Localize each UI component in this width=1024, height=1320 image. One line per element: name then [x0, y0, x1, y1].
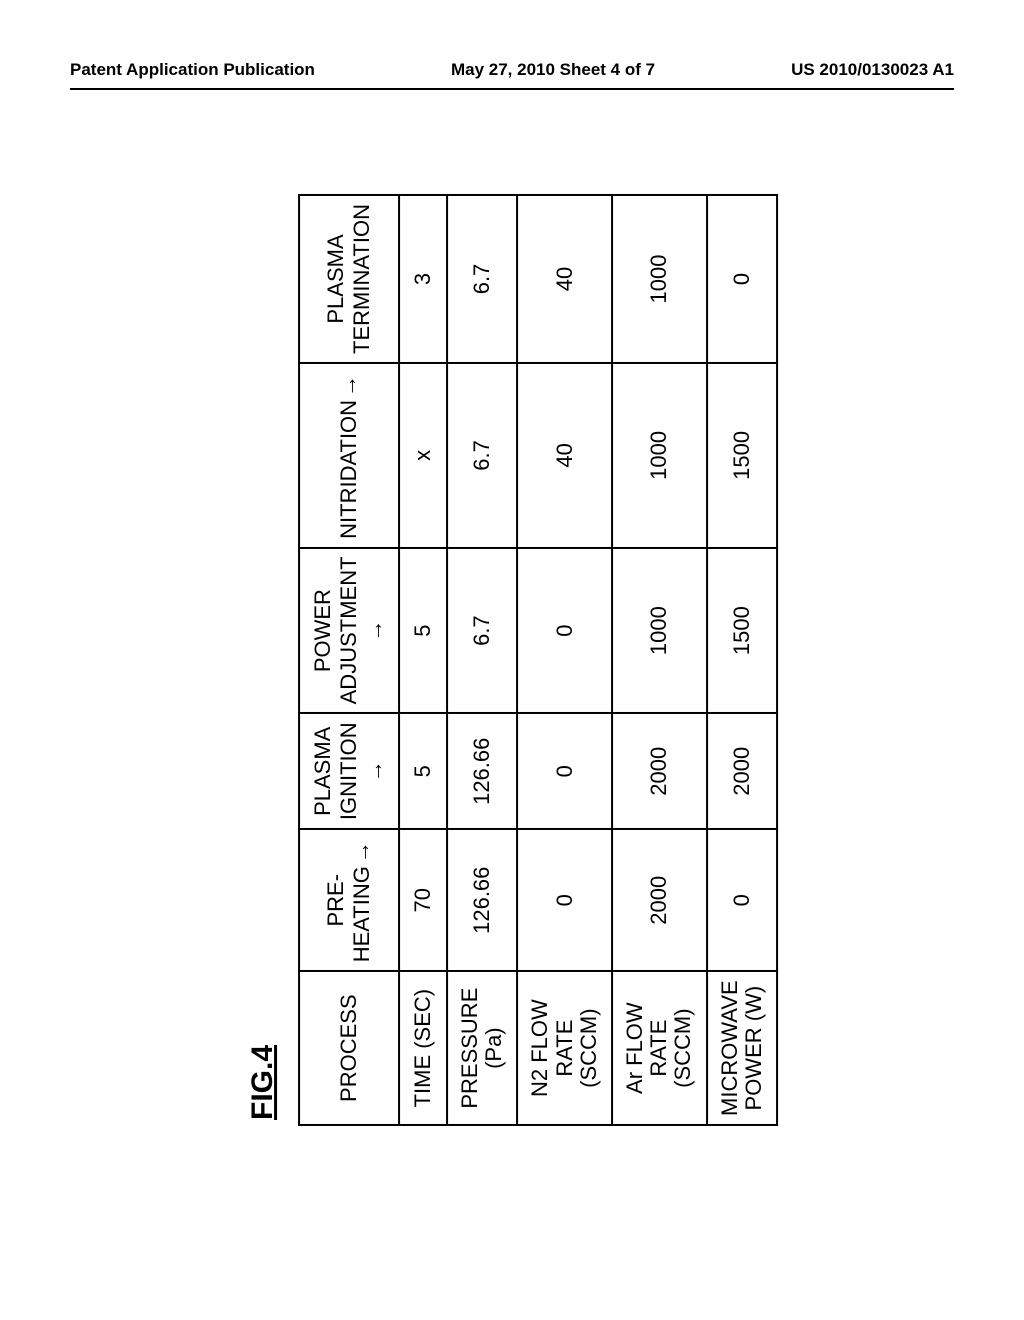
data-cell: 0: [707, 829, 777, 971]
table-row: Ar FLOW RATE(SCCM)20002000100010001000: [612, 195, 707, 1125]
table-row: MICROWAVEPOWER (W)02000150015000: [707, 195, 777, 1125]
data-cell: 6.7: [447, 363, 517, 548]
data-cell: 126.66: [447, 829, 517, 971]
data-cell: 1500: [707, 548, 777, 714]
data-cell: 3: [399, 195, 447, 363]
data-cell: 70: [399, 829, 447, 971]
data-cell: 40: [517, 363, 612, 548]
row-label: MICROWAVEPOWER (W): [707, 971, 777, 1125]
table-header-row: PROCESS PRE-HEATING→ PLASMAIGNITION → PO…: [299, 195, 399, 1125]
data-cell: 5: [399, 713, 447, 829]
header-left: Patent Application Publication: [70, 60, 315, 80]
data-cell: 2000: [707, 713, 777, 829]
data-cell: 2000: [612, 829, 707, 971]
process-header-cell: PROCESS: [299, 971, 399, 1125]
stage-header-2: POWERADJUSTMENT →: [299, 548, 399, 714]
stage-header-0: PRE-HEATING→: [299, 829, 399, 971]
data-cell: 0: [707, 195, 777, 363]
header-center: May 27, 2010 Sheet 4 of 7: [451, 60, 655, 80]
stage-header-1: PLASMAIGNITION →: [299, 713, 399, 829]
data-cell: 1000: [612, 548, 707, 714]
table-body: TIME (SEC)7055x3PRESSURE (Pa)126.66126.6…: [399, 195, 777, 1125]
arrow-icon: →: [362, 757, 387, 785]
stage-label: PLASMAIGNITION: [310, 722, 361, 820]
arrow-icon: →: [336, 372, 361, 400]
row-label: N2 FLOW RATE(SCCM): [517, 971, 612, 1125]
figure-label: FIG.4: [246, 194, 280, 1120]
stage-label: PLASMATERMINATION: [323, 204, 374, 354]
table-row: TIME (SEC)7055x3: [399, 195, 447, 1125]
data-cell: 0: [517, 713, 612, 829]
stage-label: POWERADJUSTMENT: [310, 557, 361, 705]
data-cell: 6.7: [447, 195, 517, 363]
data-cell: 1000: [612, 195, 707, 363]
data-cell: 0: [517, 548, 612, 714]
table-row: N2 FLOW RATE(SCCM)0004040: [517, 195, 612, 1125]
header-divider: [70, 88, 954, 90]
data-cell: 1000: [612, 363, 707, 548]
table-row: PRESSURE (Pa)126.66126.666.76.76.7: [447, 195, 517, 1125]
data-cell: 40: [517, 195, 612, 363]
stage-label: PRE-HEATING: [323, 866, 374, 962]
process-table: PROCESS PRE-HEATING→ PLASMAIGNITION → PO…: [298, 194, 778, 1126]
row-label: TIME (SEC): [399, 971, 447, 1125]
stage-label: NITRIDATION: [336, 400, 361, 539]
data-cell: 2000: [612, 713, 707, 829]
stage-header-3: NITRIDATION→: [299, 363, 399, 548]
arrow-icon: →: [349, 838, 374, 866]
row-label: Ar FLOW RATE(SCCM): [612, 971, 707, 1125]
page-header: Patent Application Publication May 27, 2…: [0, 60, 1024, 80]
data-cell: 1500: [707, 363, 777, 548]
data-cell: 0: [517, 829, 612, 971]
figure-wrapper: FIG.4 PROCESS PRE-HEATING→ PLASMAIGNITIO…: [246, 194, 778, 1126]
data-cell: 6.7: [447, 548, 517, 714]
arrow-icon: →: [362, 617, 387, 645]
stage-header-4: PLASMATERMINATION: [299, 195, 399, 363]
header-right: US 2010/0130023 A1: [791, 60, 954, 80]
data-cell: 5: [399, 548, 447, 714]
row-label: PRESSURE (Pa): [447, 971, 517, 1125]
data-cell: x: [399, 363, 447, 548]
data-cell: 126.66: [447, 713, 517, 829]
